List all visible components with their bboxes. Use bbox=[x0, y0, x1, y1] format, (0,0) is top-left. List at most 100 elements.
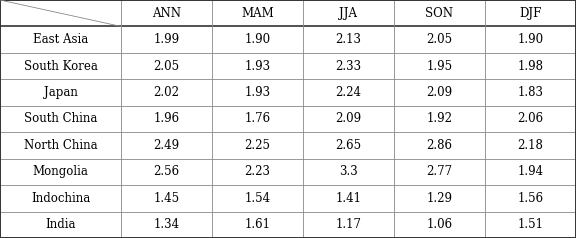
Bar bbox=[303, 53, 394, 79]
Bar bbox=[394, 106, 485, 132]
Bar bbox=[212, 26, 303, 53]
Text: 1.61: 1.61 bbox=[244, 218, 271, 231]
Text: 2.13: 2.13 bbox=[335, 33, 362, 46]
Bar bbox=[485, 106, 576, 132]
Text: 2.06: 2.06 bbox=[517, 113, 544, 125]
Text: North China: North China bbox=[24, 139, 97, 152]
Text: 1.93: 1.93 bbox=[244, 86, 271, 99]
Bar bbox=[212, 159, 303, 185]
Bar bbox=[485, 0, 576, 26]
Text: 1.29: 1.29 bbox=[426, 192, 453, 205]
Text: SON: SON bbox=[426, 7, 453, 20]
Text: 1.51: 1.51 bbox=[517, 218, 544, 231]
Text: 2.09: 2.09 bbox=[426, 86, 453, 99]
Text: 2.25: 2.25 bbox=[244, 139, 271, 152]
Bar bbox=[121, 79, 212, 106]
Bar bbox=[394, 26, 485, 53]
Bar bbox=[121, 132, 212, 159]
Bar bbox=[212, 53, 303, 79]
Text: 2.65: 2.65 bbox=[335, 139, 362, 152]
Text: 2.05: 2.05 bbox=[426, 33, 453, 46]
Bar bbox=[394, 53, 485, 79]
Text: 1.41: 1.41 bbox=[335, 192, 362, 205]
Text: South China: South China bbox=[24, 113, 97, 125]
Bar bbox=[303, 212, 394, 238]
Text: East Asia: East Asia bbox=[33, 33, 88, 46]
Text: 1.45: 1.45 bbox=[153, 192, 180, 205]
Bar bbox=[394, 159, 485, 185]
Text: 1.06: 1.06 bbox=[426, 218, 453, 231]
Text: 1.76: 1.76 bbox=[244, 113, 271, 125]
Bar bbox=[121, 26, 212, 53]
Text: India: India bbox=[46, 218, 75, 231]
Text: 1.17: 1.17 bbox=[335, 218, 362, 231]
Bar bbox=[121, 212, 212, 238]
Text: 2.33: 2.33 bbox=[335, 60, 362, 73]
Bar bbox=[303, 26, 394, 53]
Bar bbox=[303, 106, 394, 132]
Text: 2.49: 2.49 bbox=[153, 139, 180, 152]
Text: 1.95: 1.95 bbox=[426, 60, 453, 73]
Text: 3.3: 3.3 bbox=[339, 165, 358, 178]
Bar bbox=[212, 0, 303, 26]
Bar bbox=[121, 106, 212, 132]
Text: 1.93: 1.93 bbox=[244, 60, 271, 73]
Bar bbox=[121, 0, 212, 26]
Bar bbox=[0, 185, 121, 212]
Bar bbox=[485, 26, 576, 53]
Bar bbox=[394, 79, 485, 106]
Text: 1.34: 1.34 bbox=[153, 218, 180, 231]
Text: 2.56: 2.56 bbox=[153, 165, 180, 178]
Bar bbox=[303, 159, 394, 185]
Bar bbox=[485, 79, 576, 106]
Text: South Korea: South Korea bbox=[24, 60, 97, 73]
Text: 1.92: 1.92 bbox=[426, 113, 453, 125]
Bar bbox=[303, 0, 394, 26]
Text: 2.05: 2.05 bbox=[153, 60, 180, 73]
Bar bbox=[0, 26, 121, 53]
Bar bbox=[485, 185, 576, 212]
Bar bbox=[394, 185, 485, 212]
Bar bbox=[212, 106, 303, 132]
Text: 1.56: 1.56 bbox=[517, 192, 544, 205]
Text: 2.23: 2.23 bbox=[244, 165, 271, 178]
Text: Mongolia: Mongolia bbox=[32, 165, 89, 178]
Text: 1.94: 1.94 bbox=[517, 165, 544, 178]
Text: 1.90: 1.90 bbox=[517, 33, 544, 46]
Text: 1.99: 1.99 bbox=[153, 33, 180, 46]
Bar bbox=[212, 79, 303, 106]
Bar bbox=[485, 53, 576, 79]
Bar bbox=[212, 132, 303, 159]
Bar bbox=[121, 53, 212, 79]
Bar bbox=[0, 132, 121, 159]
Text: JJA: JJA bbox=[339, 7, 358, 20]
Bar bbox=[121, 185, 212, 212]
Text: 2.24: 2.24 bbox=[335, 86, 362, 99]
Bar bbox=[0, 79, 121, 106]
Bar bbox=[0, 159, 121, 185]
Bar bbox=[212, 185, 303, 212]
Text: 2.09: 2.09 bbox=[335, 113, 362, 125]
Bar bbox=[485, 132, 576, 159]
Bar bbox=[485, 212, 576, 238]
Text: 1.54: 1.54 bbox=[244, 192, 271, 205]
Text: MAM: MAM bbox=[241, 7, 274, 20]
Text: 2.77: 2.77 bbox=[426, 165, 453, 178]
Bar bbox=[212, 212, 303, 238]
Bar bbox=[303, 132, 394, 159]
Text: Indochina: Indochina bbox=[31, 192, 90, 205]
Text: 2.18: 2.18 bbox=[518, 139, 543, 152]
Bar bbox=[394, 0, 485, 26]
Text: Japan: Japan bbox=[44, 86, 77, 99]
Text: 1.98: 1.98 bbox=[517, 60, 544, 73]
Text: DJF: DJF bbox=[520, 7, 541, 20]
Text: 1.90: 1.90 bbox=[244, 33, 271, 46]
Bar bbox=[303, 185, 394, 212]
Bar bbox=[121, 159, 212, 185]
Text: 2.86: 2.86 bbox=[426, 139, 453, 152]
Text: 2.02: 2.02 bbox=[153, 86, 180, 99]
Text: ANN: ANN bbox=[152, 7, 181, 20]
Bar bbox=[485, 159, 576, 185]
Bar bbox=[303, 79, 394, 106]
Bar bbox=[0, 0, 121, 26]
